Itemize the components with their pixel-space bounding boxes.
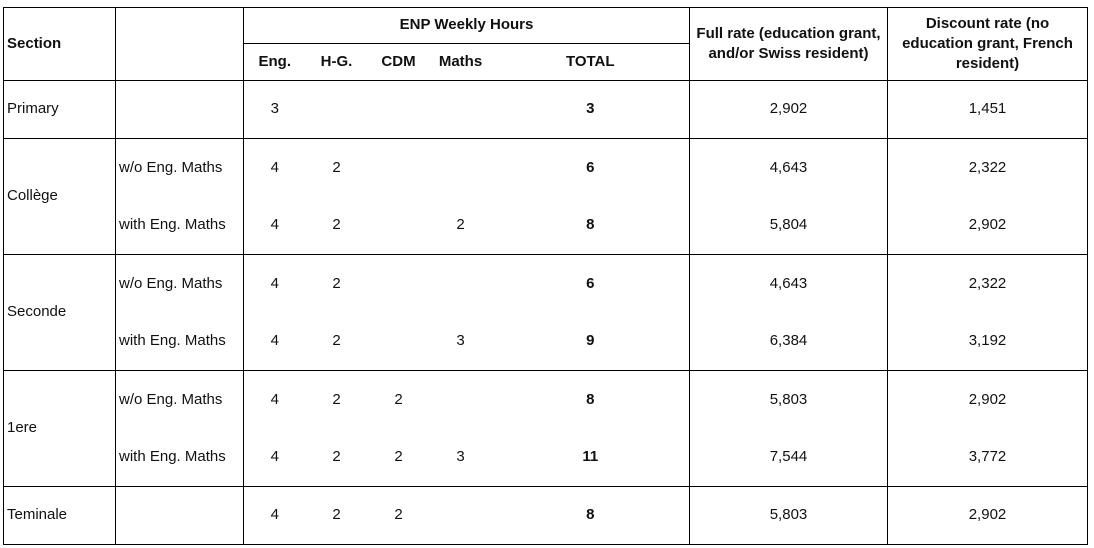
cdm-cell: 2 — [367, 428, 430, 487]
discount-rate-cell: 1,451 — [887, 80, 1088, 139]
variant-cell — [115, 80, 244, 139]
section-cell: Collège — [3, 138, 116, 255]
total-cell: 8 — [491, 370, 690, 429]
total-header: TOTAL — [491, 43, 690, 81]
maths-cell: 2 — [429, 196, 492, 255]
discount-rate-cell: 2,902 — [887, 196, 1088, 255]
eng-cell: 4 — [243, 486, 306, 545]
hg-cell: 2 — [305, 370, 368, 429]
eng-header: Eng. — [243, 43, 306, 81]
fees-table: Section ENP Weekly Hours Full rate (educ… — [3, 7, 1088, 545]
table-row: with Eng. Maths 4 2 2 3 11 7,544 3,772 — [4, 428, 1088, 487]
eng-cell: 4 — [243, 196, 306, 255]
total-cell: 3 — [491, 80, 690, 139]
total-cell: 11 — [491, 428, 690, 487]
full-rate-cell: 2,902 — [689, 80, 888, 139]
cdm-cell — [367, 254, 430, 313]
total-cell: 6 — [491, 254, 690, 313]
total-cell: 8 — [491, 196, 690, 255]
variant-cell: w/o Eng. Maths — [115, 254, 244, 313]
total-cell: 8 — [491, 486, 690, 545]
cdm-cell: 2 — [367, 370, 430, 429]
table-row: Primary 3 3 2,902 1,451 — [3, 80, 1088, 139]
table-row: 1ere w/o Eng. Maths 4 2 2 8 5,803 2,902 — [3, 370, 1088, 487]
full-rate-header: Full rate (education grant, and/or Swiss… — [689, 7, 888, 81]
variant-cell: with Eng. Maths — [115, 196, 244, 255]
maths-cell — [429, 254, 492, 313]
maths-cell — [429, 370, 492, 429]
full-rate-cell: 6,384 — [689, 312, 888, 371]
table-row: Seconde w/o Eng. Maths 4 2 6 4,643 2,322 — [3, 254, 1088, 371]
discount-rate-cell: 2,902 — [887, 486, 1088, 545]
header-row-sub: Eng. H-G. CDM Maths TOTAL — [4, 43, 1088, 81]
eng-cell: 3 — [243, 80, 306, 139]
table-row: with Eng. Maths 4 2 3 9 6,384 3,192 — [4, 312, 1088, 371]
variant-cell: with Eng. Maths — [115, 428, 244, 487]
cdm-cell: 2 — [367, 486, 430, 545]
discount-rate-cell: 2,322 — [887, 254, 1088, 313]
hg-cell: 2 — [305, 254, 368, 313]
eng-cell: 4 — [243, 370, 306, 429]
variant-cell: w/o Eng. Maths — [115, 370, 244, 429]
hg-cell: 2 — [305, 486, 368, 545]
variant-cell: with Eng. Maths — [115, 312, 244, 371]
eng-cell: 4 — [243, 138, 306, 197]
table-row: with Eng. Maths 4 2 2 8 5,804 2,902 — [4, 196, 1088, 255]
hg-cell: 2 — [305, 312, 368, 371]
section-cell: Seconde — [3, 254, 116, 371]
hg-cell: 2 — [305, 196, 368, 255]
hg-cell — [305, 80, 368, 139]
table-row: Collège w/o Eng. Maths 4 2 6 4,643 2,322 — [3, 138, 1088, 255]
discount-rate-cell: 3,192 — [887, 312, 1088, 371]
maths-cell: 3 — [429, 312, 492, 371]
discount-rate-cell: 2,902 — [887, 370, 1088, 429]
variant-cell — [115, 486, 244, 545]
cdm-cell — [367, 80, 430, 139]
fees-table-container: Section ENP Weekly Hours Full rate (educ… — [3, 7, 1088, 545]
full-rate-cell: 5,803 — [689, 486, 888, 545]
cdm-cell — [367, 138, 430, 197]
cdm-cell — [367, 196, 430, 255]
maths-cell — [429, 486, 492, 545]
section-header: Section — [3, 7, 116, 81]
full-rate-cell: 4,643 — [689, 138, 888, 197]
variant-header-empty — [115, 7, 244, 81]
eng-cell: 4 — [243, 254, 306, 313]
variant-cell: w/o Eng. Maths — [115, 138, 244, 197]
total-cell: 9 — [491, 312, 690, 371]
enp-weekly-hours-header: ENP Weekly Hours — [243, 7, 690, 44]
maths-cell — [429, 80, 492, 139]
cdm-cell — [367, 312, 430, 371]
eng-cell: 4 — [243, 428, 306, 487]
discount-rate-cell: 2,322 — [887, 138, 1088, 197]
eng-cell: 4 — [243, 312, 306, 371]
total-cell: 6 — [491, 138, 690, 197]
maths-header: Maths — [429, 43, 492, 81]
full-rate-cell: 5,804 — [689, 196, 888, 255]
header-row-top: Section ENP Weekly Hours Full rate (educ… — [3, 7, 1088, 81]
full-rate-cell: 4,643 — [689, 254, 888, 313]
section-cell: 1ere — [3, 370, 116, 487]
full-rate-cell: 5,803 — [689, 370, 888, 429]
hg-cell: 2 — [305, 138, 368, 197]
discount-rate-header: Discount rate (no education grant, Frenc… — [887, 7, 1088, 81]
section-cell: Teminale — [3, 486, 116, 545]
table-row: Teminale 4 2 2 8 5,803 2,902 — [3, 486, 1088, 545]
hg-header: H-G. — [305, 43, 368, 81]
cdm-header: CDM — [367, 43, 430, 81]
maths-cell: 3 — [429, 428, 492, 487]
maths-cell — [429, 138, 492, 197]
discount-rate-cell: 3,772 — [887, 428, 1088, 487]
section-cell: Primary — [3, 80, 116, 139]
hg-cell: 2 — [305, 428, 368, 487]
full-rate-cell: 7,544 — [689, 428, 888, 487]
